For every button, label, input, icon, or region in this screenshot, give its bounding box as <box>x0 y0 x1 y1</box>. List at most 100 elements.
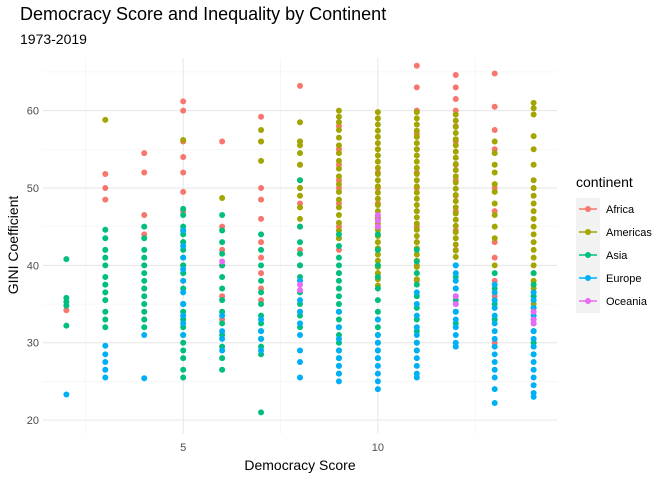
data-point <box>258 157 265 164</box>
data-point <box>63 322 70 329</box>
data-point <box>413 220 420 227</box>
data-point <box>452 179 459 186</box>
data-point <box>297 150 303 157</box>
data-point <box>374 331 381 338</box>
data-point <box>335 212 342 219</box>
data-point <box>63 391 70 398</box>
data-point <box>452 216 459 223</box>
data-point <box>413 115 420 122</box>
data-point <box>452 111 459 118</box>
data-point <box>374 140 381 147</box>
data-point <box>374 127 381 134</box>
data-point <box>452 285 459 292</box>
data-point <box>258 409 265 416</box>
data-point <box>413 152 420 159</box>
data-point <box>452 167 459 174</box>
data-point <box>335 378 342 385</box>
data-point <box>219 312 226 319</box>
data-point <box>452 270 459 277</box>
data-point <box>180 289 187 296</box>
data-point <box>374 115 381 122</box>
data-point <box>413 270 420 277</box>
data-point <box>530 111 537 118</box>
data-point <box>413 246 420 253</box>
data-point <box>413 121 420 128</box>
data-point <box>258 215 265 222</box>
data-point <box>102 297 109 304</box>
data-point <box>413 374 420 381</box>
data-point <box>297 119 303 126</box>
data-point <box>219 347 226 354</box>
y-tick-label: 40 <box>27 260 39 272</box>
data-point <box>491 343 498 350</box>
data-point <box>491 126 498 133</box>
data-point <box>297 184 303 191</box>
data-point <box>141 223 148 230</box>
data-point <box>374 355 381 362</box>
data-point <box>219 138 226 145</box>
data-point <box>102 366 109 373</box>
data-point <box>530 184 537 191</box>
data-point <box>374 297 381 304</box>
data-point <box>452 123 459 130</box>
data-point <box>374 133 381 140</box>
data-point <box>374 171 381 178</box>
data-point <box>297 215 303 222</box>
data-point <box>180 254 187 261</box>
data-point <box>374 217 381 224</box>
x-axis-title: Democracy Score <box>244 457 355 473</box>
data-point <box>63 302 70 309</box>
data-point <box>413 355 420 362</box>
data-point <box>141 331 148 338</box>
data-point <box>374 370 381 377</box>
data-point <box>452 191 459 198</box>
chart-title: Democracy Score and Inequality by Contin… <box>20 4 387 24</box>
data-point <box>297 239 303 246</box>
data-point <box>491 262 498 269</box>
data-point <box>180 277 187 284</box>
data-point <box>335 126 342 133</box>
data-point <box>452 142 459 149</box>
data-point <box>452 72 459 79</box>
data-point <box>297 192 303 199</box>
data-point <box>297 308 303 315</box>
data-point <box>413 301 420 308</box>
data-point <box>180 107 187 114</box>
data-point <box>335 316 342 323</box>
data-point <box>335 113 342 120</box>
data-point <box>413 177 420 184</box>
data-point <box>141 235 148 242</box>
data-point <box>374 262 381 269</box>
series-europe <box>63 227 537 407</box>
data-point <box>413 195 420 202</box>
data-point <box>180 355 187 362</box>
data-point <box>452 173 459 180</box>
data-point <box>335 301 342 308</box>
data-point <box>413 347 420 354</box>
data-point <box>141 301 148 308</box>
data-point <box>452 136 459 143</box>
data-point <box>374 164 381 171</box>
data-point <box>374 273 381 280</box>
data-point <box>102 359 109 366</box>
data-point <box>258 113 265 120</box>
data-point <box>413 62 420 69</box>
data-point <box>491 138 498 145</box>
legend-item-americas: Americas <box>579 227 652 239</box>
data-point <box>374 324 381 331</box>
data-point <box>530 393 537 400</box>
data-point <box>219 258 226 265</box>
data-point <box>413 214 420 221</box>
data-point <box>491 212 498 219</box>
data-point <box>413 133 420 140</box>
data-point <box>491 281 498 288</box>
data-point <box>530 200 537 207</box>
data-point <box>141 212 148 219</box>
data-point <box>530 161 537 168</box>
data-point <box>335 262 342 269</box>
data-point <box>530 262 537 269</box>
data-point <box>452 185 459 192</box>
data-point <box>297 374 303 381</box>
data-point <box>258 239 265 246</box>
legend-marker <box>585 298 591 304</box>
